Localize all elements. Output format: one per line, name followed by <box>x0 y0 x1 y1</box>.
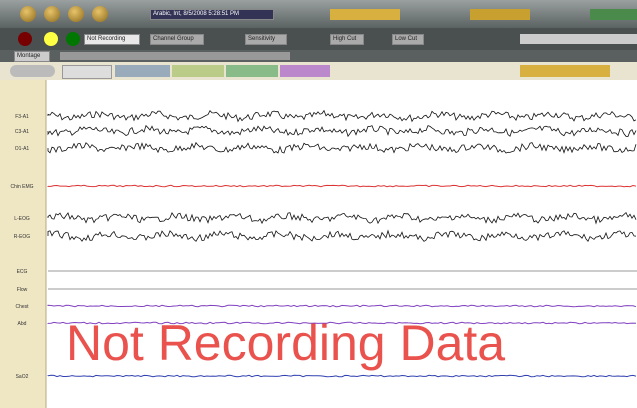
yellow-light <box>44 32 58 46</box>
channel-group[interactable]: Channel Group <box>150 34 204 45</box>
signal-trace <box>47 141 637 154</box>
signal-trace <box>47 124 637 138</box>
channel-label: O1-A1 <box>15 146 30 152</box>
green-light <box>66 32 80 46</box>
channel-label: Abd <box>18 321 27 327</box>
signal-area: F3-A1 C3-A1 O1-A1 Chin EMG L-EOG R-EOG ECG Flow… <box>0 80 637 408</box>
low-cut[interactable]: Low Cut <box>392 34 424 45</box>
channel-label: SaO2 <box>16 374 29 380</box>
tab[interactable] <box>226 65 278 77</box>
signal-trace <box>47 321 637 325</box>
indicator <box>590 9 637 20</box>
overlay-text: Not Recording Data <box>66 315 505 371</box>
top-toolbar: Arabic, Int, 8/5/2008 5:28:51 PM <box>0 0 637 28</box>
timestamp: Arabic, Int, 8/5/2008 5:28:51 PM <box>150 9 274 20</box>
montage-button[interactable]: Montage <box>14 51 50 62</box>
channel-label: ECG <box>17 269 28 275</box>
status-field: Not Recording <box>84 34 140 45</box>
channel-label: C3-A1 <box>15 129 29 135</box>
speed-buttons[interactable] <box>470 9 530 20</box>
tab[interactable] <box>115 65 170 77</box>
button[interactable] <box>68 6 84 22</box>
button[interactable] <box>44 6 60 22</box>
signal-trace <box>47 109 637 123</box>
signal-trace <box>47 211 637 225</box>
tab[interactable] <box>10 65 55 77</box>
nav-buttons[interactable] <box>520 65 610 77</box>
montage-select[interactable] <box>60 52 290 60</box>
red-light <box>18 32 32 46</box>
signal-trace <box>47 374 637 378</box>
high-cut[interactable]: High Cut <box>330 34 364 45</box>
button[interactable] <box>20 6 36 22</box>
channel-label: L-EOG <box>14 216 30 222</box>
montage-row: Montage <box>0 50 637 62</box>
signal-trace <box>47 304 637 308</box>
channel-label: F3-A1 <box>15 114 29 120</box>
channel-label: Chest <box>15 304 29 310</box>
channel-label: R-EOG <box>14 234 31 240</box>
channel-label: Flow <box>17 287 28 293</box>
signal-trace <box>47 229 637 243</box>
signal-trace <box>47 184 637 188</box>
tab[interactable] <box>62 65 112 79</box>
label-column <box>0 80 46 408</box>
channel-label: Chin EMG <box>10 184 33 190</box>
tab-row <box>0 62 637 80</box>
control-row: Not Recording Channel Group Sensitivity … <box>0 28 637 50</box>
playback-controls[interactable] <box>330 9 400 20</box>
sensitivity[interactable]: Sensitivity <box>245 34 287 45</box>
tab[interactable] <box>280 65 330 77</box>
tab[interactable] <box>172 65 224 77</box>
options[interactable] <box>520 34 637 44</box>
button[interactable] <box>92 6 108 22</box>
